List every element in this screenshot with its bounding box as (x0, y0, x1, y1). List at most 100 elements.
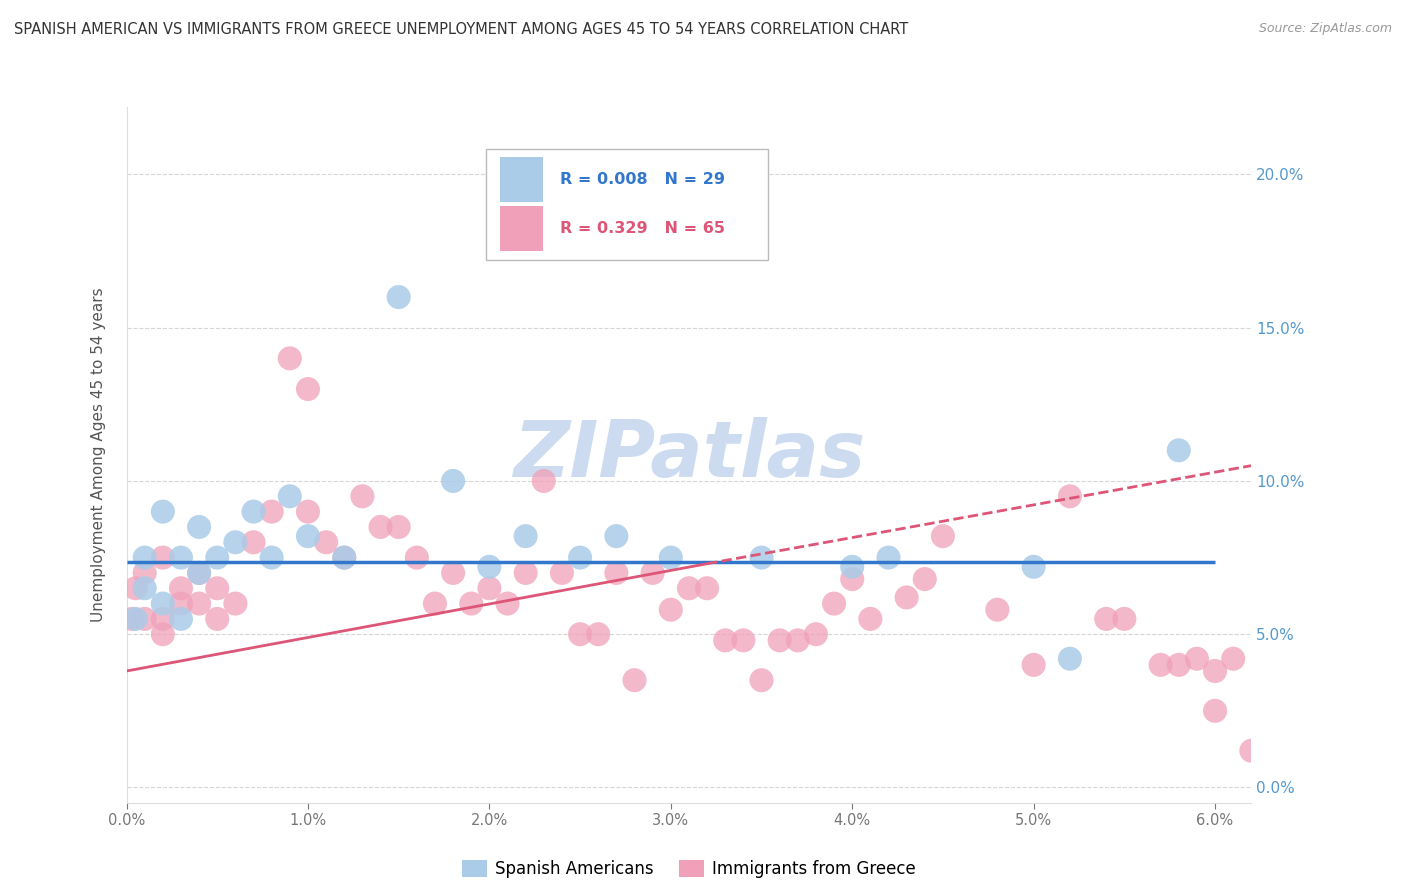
Point (515, 566, 537, 580)
Point (170, 550, 193, 565)
Point (986, 603, 1008, 617)
Point (188, 597, 211, 611)
Point (515, 529, 537, 543)
Point (641, 566, 664, 580)
Point (478, 581, 501, 595)
Point (207, 550, 229, 565)
Point (170, 581, 193, 595)
Point (333, 550, 356, 565)
Point (533, 474, 555, 488)
Text: R = 0.329   N = 65: R = 0.329 N = 65 (560, 221, 724, 236)
Point (297, 505, 319, 519)
Point (623, 673, 645, 688)
Point (121, 612, 143, 626)
Point (478, 559, 501, 574)
Point (405, 550, 427, 565)
Point (841, 559, 863, 574)
Point (207, 612, 229, 626)
Point (678, 581, 700, 595)
Point (1022, 559, 1045, 574)
Point (170, 612, 193, 626)
Point (1185, 652, 1208, 666)
Text: R = 0.008   N = 29: R = 0.008 N = 29 (560, 172, 724, 187)
Point (605, 529, 627, 543)
Point (170, 597, 193, 611)
Point (188, 566, 211, 580)
Legend: Spanish Americans, Immigrants from Greece: Spanish Americans, Immigrants from Greec… (456, 854, 922, 885)
Point (551, 566, 574, 580)
Point (224, 535, 246, 549)
Point (134, 612, 156, 626)
Point (714, 633, 737, 648)
Point (1059, 489, 1081, 503)
Point (441, 566, 464, 580)
Point (134, 581, 156, 595)
Point (260, 505, 283, 519)
Point (569, 627, 592, 641)
Point (352, 489, 374, 503)
Point (152, 627, 174, 641)
Text: ZIPatlas: ZIPatlas (513, 417, 865, 493)
Y-axis label: Unemployment Among Ages 45 to 54 years: Unemployment Among Ages 45 to 54 years (91, 287, 105, 623)
Point (207, 581, 229, 595)
Point (152, 505, 174, 519)
Point (134, 550, 156, 565)
Point (751, 673, 773, 688)
Point (124, 612, 146, 626)
Point (242, 505, 264, 519)
Point (859, 612, 882, 626)
Point (260, 550, 283, 565)
Point (569, 550, 592, 565)
FancyBboxPatch shape (501, 206, 543, 252)
Point (1095, 612, 1118, 626)
Point (188, 566, 211, 580)
Point (188, 520, 211, 534)
Point (914, 572, 936, 586)
Point (1149, 657, 1171, 672)
Point (586, 627, 609, 641)
Point (769, 633, 792, 648)
Point (496, 597, 519, 611)
Point (388, 290, 411, 304)
Point (696, 581, 718, 595)
Point (1022, 657, 1045, 672)
Text: SPANISH AMERICAN VS IMMIGRANTS FROM GREECE UNEMPLOYMENT AMONG AGES 45 TO 54 YEAR: SPANISH AMERICAN VS IMMIGRANTS FROM GREE… (14, 22, 908, 37)
Point (224, 597, 246, 611)
Point (152, 612, 174, 626)
Point (751, 550, 773, 565)
Point (278, 351, 301, 366)
Point (804, 627, 827, 641)
Point (1240, 744, 1263, 758)
Point (315, 535, 337, 549)
Point (370, 520, 392, 534)
Point (333, 550, 356, 565)
Point (124, 581, 146, 595)
Point (1167, 443, 1189, 458)
Point (877, 550, 900, 565)
Point (1204, 704, 1226, 718)
Point (659, 550, 682, 565)
Point (1204, 664, 1226, 678)
Point (152, 550, 174, 565)
FancyBboxPatch shape (501, 157, 543, 202)
FancyBboxPatch shape (486, 149, 768, 260)
Point (823, 597, 845, 611)
Point (896, 591, 918, 605)
Point (388, 520, 411, 534)
Point (460, 597, 482, 611)
Point (932, 529, 955, 543)
Point (152, 597, 174, 611)
Point (733, 633, 755, 648)
Point (1059, 652, 1081, 666)
Text: Source: ZipAtlas.com: Source: ZipAtlas.com (1258, 22, 1392, 36)
Point (841, 572, 863, 586)
Point (605, 566, 627, 580)
Point (134, 566, 156, 580)
Point (423, 597, 446, 611)
Point (242, 535, 264, 549)
Point (297, 529, 319, 543)
Point (1114, 612, 1136, 626)
Point (786, 633, 808, 648)
Point (297, 382, 319, 396)
Point (1222, 652, 1244, 666)
